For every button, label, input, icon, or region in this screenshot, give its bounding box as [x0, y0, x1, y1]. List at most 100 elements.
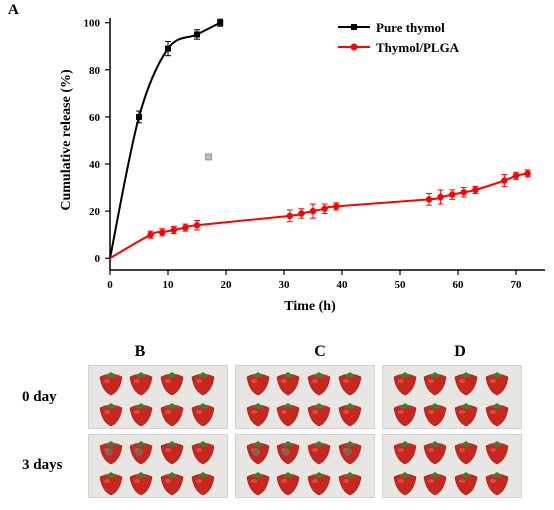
x-tick-label: 10 [163, 279, 175, 291]
strawberry [276, 441, 300, 465]
strawberry [191, 472, 215, 496]
strawberry [393, 372, 417, 396]
y-tick-label: 20 [89, 206, 101, 218]
strawberry [423, 372, 447, 396]
strawberry [423, 472, 447, 496]
pure-thymol-point [194, 31, 200, 38]
thymol-plga-point [286, 212, 293, 220]
strawberry [454, 372, 478, 396]
strawberry-photo-d-day0 [382, 365, 522, 429]
legend: Pure thymol Thymol/PLGA [338, 20, 460, 55]
x-tick-label: 60 [453, 279, 465, 291]
thymol-plga-point [159, 229, 166, 236]
thymol-plga-line [109, 172, 528, 260]
legend-label-pure-thymol: Pure thymol [376, 20, 445, 35]
strawberry-photo-c-day0 [235, 365, 375, 429]
strawberry [393, 441, 417, 465]
x-tick-label: 70 [511, 279, 523, 291]
x-tick-label: 40 [337, 279, 349, 291]
thymol-plga-point [298, 210, 305, 217]
strawberry [338, 372, 362, 396]
strawberry [423, 441, 447, 465]
strawberry [307, 372, 331, 396]
strawberries-image [393, 441, 509, 496]
thymol-plga-point [524, 170, 531, 177]
row-label-day3: 3 days [22, 457, 63, 473]
strawberry [338, 403, 362, 427]
strawberries-image [246, 372, 362, 427]
column-label-d: D [454, 343, 466, 360]
strawberries-image [99, 372, 215, 427]
strawberry [307, 472, 331, 496]
strawberry [191, 372, 215, 396]
strawberry [129, 372, 153, 396]
strawberry [191, 441, 215, 465]
thymol-plga-point [309, 207, 317, 215]
strawberry [338, 472, 362, 496]
strawberry [160, 472, 184, 496]
release-chart: 0 20 40 60 80 100 0 10 20 30 40 50 60 70 Pure thymol T… [59, 18, 545, 314]
thymol-plga-point [147, 231, 154, 238]
strawberry [160, 403, 184, 427]
y-tick-label: 80 [89, 65, 101, 77]
strawberry [485, 403, 509, 427]
strawberry [485, 441, 509, 465]
strawberry [246, 403, 270, 427]
y-tick-label: 60 [89, 112, 101, 124]
stray-marker [205, 153, 213, 161]
legend-marker-thymol-plga [350, 43, 358, 51]
thymol-plga-point [182, 224, 189, 231]
strawberry [99, 372, 123, 396]
thymol-plga-point [460, 189, 467, 196]
strawberry-photo-d-day3 [382, 434, 522, 498]
strawberry [393, 472, 417, 496]
strawberry [129, 403, 153, 427]
strawberry [246, 472, 270, 496]
strawberry [99, 472, 123, 496]
strawberry [246, 372, 270, 396]
strawberry [129, 441, 153, 465]
panel-a-label: A [8, 2, 19, 18]
thymol-plga-point [321, 205, 328, 212]
thymol-plga-point [501, 177, 508, 184]
strawberry [454, 441, 478, 465]
series-layer [109, 18, 531, 260]
strawberry [129, 472, 153, 496]
strawberry-photo-c-day3 [235, 434, 375, 498]
column-label-b: B [134, 343, 146, 360]
y-tick-label: 0 [95, 253, 101, 265]
thymol-plga-point [170, 226, 177, 234]
pure-thymol-point [217, 19, 224, 26]
strawberries-image [246, 441, 362, 496]
y-tick-label: 40 [89, 159, 101, 171]
axes: 0 20 40 60 80 100 0 10 20 30 40 50 60 70 [84, 18, 545, 291]
legend-label-thymol-plga: Thymol/PLGA [376, 40, 460, 55]
thymol-plga-point [425, 196, 433, 203]
strawberry [485, 472, 509, 496]
x-tick-label: 20 [221, 279, 233, 291]
strawberry [454, 403, 478, 427]
y-axis-label: Cumulative release (%) [59, 69, 74, 211]
x-tick-label: 50 [395, 279, 407, 291]
strawberry-photo-b-day3 [88, 434, 228, 498]
strawberry [246, 441, 270, 465]
strawberry-photo-b-day0 [88, 365, 228, 429]
strawberry [99, 403, 123, 427]
strawberry [99, 441, 123, 465]
strawberry [276, 403, 300, 427]
strawberries-image [393, 372, 509, 427]
column-label-c: C [314, 343, 326, 360]
strawberry [191, 403, 215, 427]
thymol-plga-point [333, 203, 340, 210]
pure-thymol-line [109, 21, 221, 259]
legend-marker-pure-thymol [351, 24, 357, 30]
x-axis-label: Time (h) [284, 299, 336, 314]
pure-thymol-point [136, 113, 142, 120]
x-tick-label: 0 [107, 279, 113, 291]
strawberry [160, 441, 184, 465]
strawberry [276, 472, 300, 496]
thymol-plga-point [193, 222, 201, 229]
thymol-plga-point [472, 186, 479, 194]
strawberry [338, 441, 362, 465]
strawberries-image [99, 441, 215, 496]
